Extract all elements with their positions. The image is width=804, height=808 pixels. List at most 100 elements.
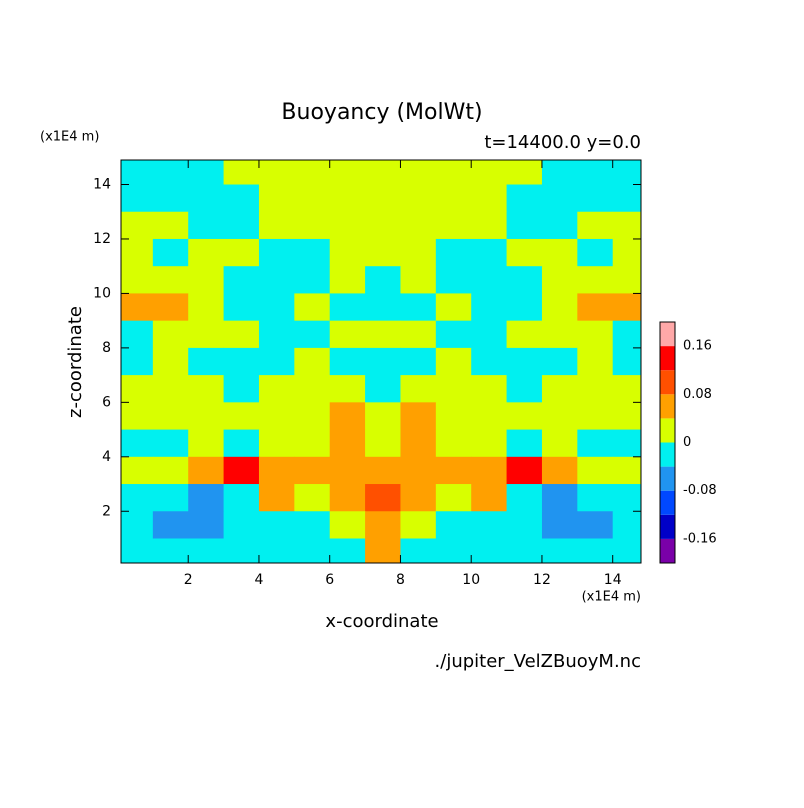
field-cell bbox=[365, 293, 401, 322]
colorbar-label: 0.16 bbox=[683, 339, 712, 354]
field-cell bbox=[223, 293, 260, 322]
field-cell bbox=[258, 293, 295, 322]
colorbar-segment bbox=[660, 394, 675, 419]
field-cell bbox=[188, 211, 225, 240]
y-tick-label: 2 bbox=[102, 503, 111, 519]
colorbar-segment bbox=[660, 490, 675, 515]
field-cell bbox=[121, 484, 154, 512]
field-cell bbox=[329, 456, 366, 485]
x-tick-label: 12 bbox=[533, 572, 551, 588]
field-cell bbox=[121, 538, 154, 563]
field-cell bbox=[294, 160, 331, 186]
y-tick-label: 8 bbox=[102, 340, 111, 356]
field-cell bbox=[577, 375, 614, 403]
x-unit: (x1E4 m) bbox=[582, 590, 641, 605]
field-cell bbox=[188, 160, 225, 186]
field-cell bbox=[612, 266, 641, 294]
field-cell bbox=[400, 484, 437, 512]
field-cell bbox=[541, 184, 578, 213]
field-cell bbox=[223, 538, 260, 563]
field-cell bbox=[223, 429, 260, 458]
field-cell bbox=[223, 184, 260, 213]
field-cell bbox=[294, 511, 331, 539]
field-cell bbox=[329, 375, 366, 403]
field-cell bbox=[223, 456, 260, 485]
field-cell bbox=[400, 184, 437, 213]
field-cell bbox=[612, 375, 641, 403]
field-cell bbox=[541, 511, 578, 539]
field-cell bbox=[365, 320, 401, 349]
field-cell bbox=[294, 538, 331, 563]
field-cell bbox=[258, 429, 295, 458]
field-cell bbox=[612, 484, 641, 512]
colorbar-segment bbox=[660, 466, 675, 491]
field-cell bbox=[471, 184, 508, 213]
field-cell bbox=[188, 238, 225, 267]
field-cell bbox=[152, 402, 189, 431]
x-tick-label: 14 bbox=[604, 572, 622, 588]
source-label: ./jupiter_VelZBuoyM.nc bbox=[435, 651, 641, 672]
field-cell bbox=[152, 538, 189, 563]
colorbar-segment bbox=[660, 538, 675, 563]
field-cell bbox=[400, 375, 437, 403]
field-cell bbox=[121, 456, 154, 485]
field-cell bbox=[400, 266, 437, 294]
field-cell bbox=[258, 238, 295, 267]
field-cell bbox=[612, 511, 641, 539]
field-cell bbox=[612, 320, 641, 349]
field-cell bbox=[577, 511, 614, 539]
field-cell bbox=[365, 375, 401, 403]
colorbar-label: -0.16 bbox=[683, 531, 717, 546]
field-cell bbox=[294, 429, 331, 458]
field-cell bbox=[365, 211, 401, 240]
field-cell bbox=[541, 293, 578, 322]
field-cell bbox=[506, 456, 543, 485]
field-cell bbox=[294, 375, 331, 403]
field-cell bbox=[612, 347, 641, 376]
field-cell bbox=[471, 293, 508, 322]
x-tick-label: 2 bbox=[184, 572, 193, 588]
field-cell bbox=[294, 266, 331, 294]
field-cell bbox=[294, 484, 331, 512]
field-cell bbox=[258, 538, 295, 563]
field-cell bbox=[612, 238, 641, 267]
field-cell bbox=[435, 347, 472, 376]
field-cell bbox=[506, 320, 543, 349]
field-cell bbox=[258, 511, 295, 539]
field-cell bbox=[188, 511, 225, 539]
field-cell bbox=[258, 320, 295, 349]
field-cell bbox=[400, 511, 437, 539]
field-cell bbox=[294, 347, 331, 376]
field-cell bbox=[365, 238, 401, 267]
x-tick-label: 8 bbox=[396, 572, 405, 588]
field-cell bbox=[188, 347, 225, 376]
field-cell bbox=[506, 293, 543, 322]
field-cell bbox=[258, 211, 295, 240]
field-cell bbox=[541, 211, 578, 240]
chart-title: Buoyancy (MolWt) bbox=[281, 100, 482, 125]
field-cell bbox=[121, 293, 154, 322]
field-cell bbox=[294, 238, 331, 267]
field-cell bbox=[612, 293, 641, 322]
field-cell bbox=[152, 266, 189, 294]
field-cell bbox=[121, 320, 154, 349]
field-cell bbox=[152, 293, 189, 322]
field-cell bbox=[400, 347, 437, 376]
field-cell bbox=[577, 402, 614, 431]
field-cell bbox=[435, 511, 472, 539]
field-cell bbox=[329, 402, 366, 431]
field-cell bbox=[258, 375, 295, 403]
field-cell bbox=[435, 429, 472, 458]
field-cell bbox=[435, 456, 472, 485]
field-cell bbox=[152, 347, 189, 376]
field-cell bbox=[435, 293, 472, 322]
field-cell bbox=[329, 160, 366, 186]
field-cell bbox=[577, 484, 614, 512]
field-cell bbox=[152, 511, 189, 539]
field-cell bbox=[294, 456, 331, 485]
field-cell bbox=[577, 238, 614, 267]
field-cell bbox=[471, 429, 508, 458]
field-cell bbox=[121, 429, 154, 458]
field-cell bbox=[471, 456, 508, 485]
